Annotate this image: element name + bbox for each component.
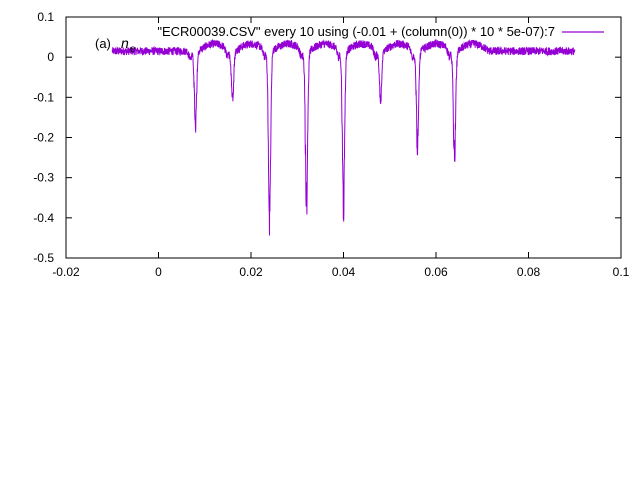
y-tick-label: -0.4 bbox=[33, 211, 54, 225]
x-tick-label: 0.04 bbox=[332, 265, 356, 279]
y-tick-label: -0.1 bbox=[33, 90, 54, 104]
annotation-subscript: e bbox=[130, 44, 136, 55]
y-tick-label: -0.3 bbox=[33, 171, 54, 185]
legend-series-label: "ECR00039.CSV" every 10 using (-0.01 + (… bbox=[157, 24, 555, 39]
y-tick-label: 0 bbox=[47, 50, 54, 64]
x-tick-label: 0 bbox=[155, 265, 162, 279]
x-tick-label: -0.02 bbox=[52, 265, 80, 279]
x-tick-label: 0.08 bbox=[517, 265, 541, 279]
panel-label: (a) bbox=[95, 36, 111, 51]
x-tick-label: 0.06 bbox=[424, 265, 448, 279]
series-line bbox=[111, 38, 576, 236]
panel-annotation: (a) n e bbox=[95, 35, 136, 55]
x-tick-label: 0.02 bbox=[239, 265, 263, 279]
y-tick-label: 0.1 bbox=[37, 10, 54, 24]
legend: "ECR00039.CSV" every 10 using (-0.01 + (… bbox=[157, 24, 604, 39]
y-tick-label: -0.5 bbox=[33, 251, 54, 265]
annotation-symbol: n bbox=[121, 35, 129, 51]
y-tick-label: -0.2 bbox=[33, 131, 54, 145]
x-tick-label: 0.1 bbox=[613, 265, 630, 279]
